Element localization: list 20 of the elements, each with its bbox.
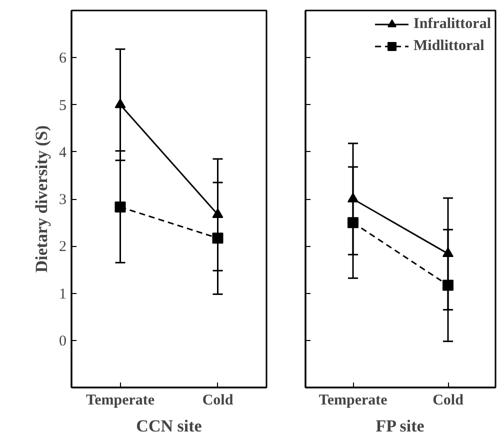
x-axis-title: FP site [376, 416, 425, 436]
y-tick-label: 3 [59, 192, 66, 208]
x-tick-label: Temperate [86, 392, 155, 408]
y-tick-label: 6 [59, 50, 67, 67]
point [348, 217, 358, 228]
legend-label: Infralittoral [414, 16, 491, 32]
y-tick-label: 0 [59, 333, 66, 350]
x-tick-label: Temperate [318, 392, 388, 408]
y-tick-label: 4 [59, 144, 67, 161]
x-tick-label: Cold [202, 392, 234, 408]
point [114, 202, 126, 213]
x-tick-label: Cold [432, 392, 464, 408]
x-axis-title: CCN site [136, 416, 202, 436]
y-tick-label: 2 [59, 239, 66, 256]
y-axis-title: Dietary diversity (S) [32, 125, 51, 273]
y-tick-label: 1 [59, 286, 66, 302]
legend-label: Midlittoral [414, 38, 484, 54]
y-tick-label: 5 [59, 98, 66, 114]
point [442, 280, 454, 291]
point [212, 232, 224, 244]
